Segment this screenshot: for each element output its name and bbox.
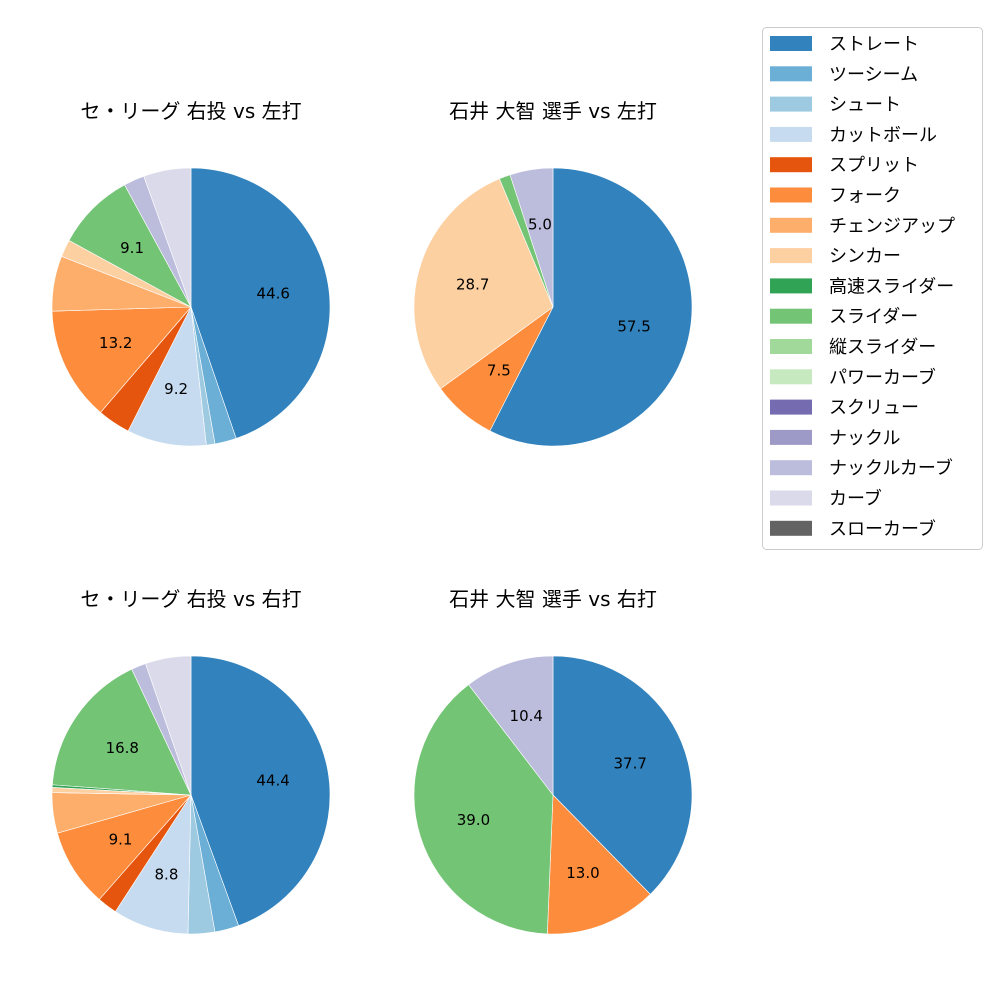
legend-label: カーブ xyxy=(829,488,882,510)
legend-item: スクリュー xyxy=(770,398,919,419)
legend-item: カットボール xyxy=(770,125,937,146)
legend-label: フォーク xyxy=(829,186,901,207)
legend-swatch xyxy=(770,126,812,142)
legend-item: シンカー xyxy=(770,246,901,267)
slice-label: 44.6 xyxy=(257,284,290,302)
slice-label: 44.4 xyxy=(256,772,289,790)
legend-label: スクリュー xyxy=(829,398,919,419)
slice-label: 7.5 xyxy=(487,361,511,379)
legend-item: 高速スライダー xyxy=(770,276,954,297)
legend-label: 縦スライダー xyxy=(829,337,936,358)
pie-slice-スライダー xyxy=(413,684,554,935)
pie-slice-カットボール xyxy=(127,305,207,447)
legend-item: 縦スライダー xyxy=(770,337,936,358)
legend-swatch xyxy=(770,339,812,354)
chart-title: 石井 大智 選手 vs 右打 xyxy=(449,587,657,611)
legend-item: ナックルカーブ xyxy=(770,457,953,479)
legend-label: シュート xyxy=(829,95,901,116)
legend-swatch xyxy=(770,217,812,233)
legend-item: パワーカーブ xyxy=(770,366,936,388)
legend-label: スライダー xyxy=(829,307,918,328)
legend-label: ストレート xyxy=(829,34,919,55)
pie-slice-カーブ xyxy=(145,655,192,796)
legend-label: カットボール xyxy=(829,125,937,146)
legend-swatch xyxy=(770,520,812,536)
legend-item: スローカーブ xyxy=(770,518,936,540)
legend-label: パワーカーブ xyxy=(829,366,936,388)
slice-label: 9.1 xyxy=(109,831,133,849)
legend-item: スライダー xyxy=(770,307,918,328)
slice-label: 9.1 xyxy=(120,239,144,257)
legend-swatch xyxy=(770,460,812,476)
pie-slice-ストレート xyxy=(190,167,331,439)
pie-chart-4: 石井 大智 選手 vs 右打 37.7 13.0 39.0 10.4 xyxy=(413,587,693,935)
legend-swatch xyxy=(770,369,812,385)
legend-swatch xyxy=(770,187,812,203)
pie-slice-ストレート xyxy=(489,167,693,447)
legend-label: シンカー xyxy=(829,246,901,267)
legend-label: ナックル xyxy=(829,428,900,449)
slice-label: 5.0 xyxy=(528,216,552,234)
legend-item: チェンジアップ xyxy=(770,216,955,237)
pie-chart-1: セ・リーグ 右投 vs 左打 44.6 9.2 13.2 9.1 xyxy=(51,99,331,447)
slice-label: 57.5 xyxy=(617,317,650,335)
legend-item: フォーク xyxy=(770,186,901,207)
slice-label: 28.7 xyxy=(456,275,489,293)
legend-label: スローカーブ xyxy=(829,518,936,540)
pie-slice-スライダー xyxy=(52,668,192,796)
pie-slice-ナックルカーブ xyxy=(468,655,554,796)
pie-slice-フォーク xyxy=(56,794,192,900)
legend-swatch xyxy=(770,248,812,264)
chart-title: セ・リーグ 右投 vs 右打 xyxy=(80,587,301,611)
legend-swatch xyxy=(770,308,812,324)
pie-slice-カーブ xyxy=(143,167,192,308)
slice-label: 39.0 xyxy=(457,811,490,829)
slice-label: 10.4 xyxy=(510,707,543,725)
slice-label: 16.8 xyxy=(106,739,139,757)
legend-label: 高速スライダー xyxy=(829,276,954,297)
pie-slice-ストレート xyxy=(552,655,693,895)
legend-swatch xyxy=(770,36,812,51)
legend-label: ナックルカーブ xyxy=(829,457,953,479)
slice-label: 13.0 xyxy=(566,864,599,882)
legend-label: チェンジアップ xyxy=(829,216,955,237)
legend-swatch xyxy=(770,278,812,294)
pie-slice-ナックルカーブ xyxy=(509,167,554,308)
legend-swatch xyxy=(770,96,812,112)
legend-frame xyxy=(762,27,983,550)
slice-label: 13.2 xyxy=(99,334,132,352)
pie-slice-フォーク xyxy=(51,306,192,413)
slice-label: 8.8 xyxy=(155,866,179,884)
slice-label: 37.7 xyxy=(614,754,647,772)
legend-swatch xyxy=(770,399,812,415)
pie-slice-スライダー xyxy=(68,184,192,308)
legend-label: ツーシーム xyxy=(829,64,918,85)
legend-swatch xyxy=(770,66,812,82)
legend-item: カーブ xyxy=(770,488,882,510)
legend-swatch xyxy=(770,157,812,173)
legend-swatch xyxy=(770,490,812,506)
chart-title: セ・リーグ 右投 vs 左打 xyxy=(80,99,301,123)
pie-slice-ストレート xyxy=(190,655,331,927)
legend-item: ストレート xyxy=(770,34,919,55)
legend-item: ナックル xyxy=(770,428,900,449)
legend-item: ツーシーム xyxy=(770,64,918,85)
legend-label: スプリット xyxy=(829,155,919,176)
chart-title: 石井 大智 選手 vs 左打 xyxy=(449,99,657,123)
slice-label: 9.2 xyxy=(164,380,188,398)
pie-slice-フォーク xyxy=(547,794,651,935)
pie-chart-3: セ・リーグ 右投 vs 右打 44.4 8.8 9.1 16.8 xyxy=(51,587,331,935)
legend: ストレートツーシームシュートカットボールスプリットフォークチェンジアップシンカー… xyxy=(762,27,983,550)
pie-slice-シンカー xyxy=(413,178,554,390)
pie-chart-2: 石井 大智 選手 vs 左打 57.5 7.5 28.7 5.0 xyxy=(413,99,693,447)
legend-item: シュート xyxy=(770,95,901,116)
legend-item: スプリット xyxy=(770,155,919,176)
legend-swatch xyxy=(770,429,812,445)
